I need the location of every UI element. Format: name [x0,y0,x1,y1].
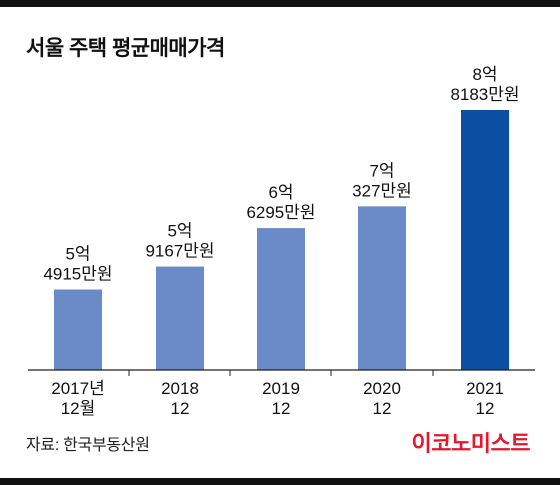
bar [156,266,204,370]
data-label: 4915만원 [43,265,112,284]
tick-label: 2020 [363,379,401,398]
tick-label: 12 [171,399,190,418]
publisher-logo: 이코노미스트 [411,431,531,456]
tick-label: 2019 [262,379,300,398]
bar [257,228,305,370]
tick-label: 12 [272,399,291,418]
data-label: 6295만원 [246,203,315,222]
data-label: 327만원 [352,181,412,200]
top-rule [0,0,560,7]
tick-label: 2017년 [51,379,104,398]
tick-label: 2021 [466,379,504,398]
data-label: 6억 [268,183,293,202]
tick-label: 2018 [161,379,199,398]
data-label: 5억 [65,245,90,264]
source-note: 자료: 한국부동산원 [26,437,150,454]
data-label: 5억 [167,222,192,241]
bottom-rule [0,478,560,485]
bar [54,289,102,370]
data-label: 9167만원 [145,242,214,261]
data-label: 7억 [369,161,394,180]
data-label: 8183만원 [450,85,519,104]
tick-label: 12 [476,399,495,418]
tick-label: 12 [373,399,392,418]
bar [461,110,509,370]
data-label: 8억 [472,65,497,84]
bar [358,206,406,370]
tick-label: 12월 [61,399,96,418]
chart-title: 서울 주택 평균매매가격 [26,37,225,60]
